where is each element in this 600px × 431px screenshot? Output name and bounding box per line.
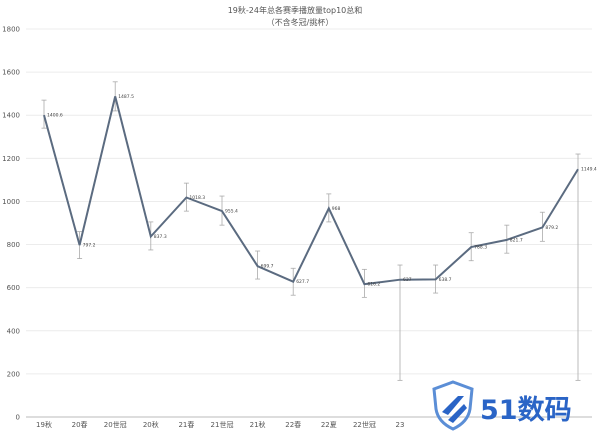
y-axis-ticks: 0 200 400 600 800 1000 1200 1400 1600 1800 — [2, 26, 20, 422]
y-tick-label: 1000 — [2, 198, 20, 206]
y-tick-label: 1800 — [2, 26, 20, 34]
data-label: 637 — [403, 277, 412, 283]
y-tick-label: 800 — [7, 241, 20, 249]
x-tick-label: 21春 — [178, 420, 194, 429]
data-label: 1487.5 — [118, 94, 134, 100]
data-label: 1400.6 — [47, 113, 63, 119]
x-tick-label: 21世冠 — [211, 420, 234, 429]
x-tick-label: 19秋 — [36, 420, 52, 429]
data-label: 699.7 — [261, 264, 274, 270]
shield-icon — [432, 380, 474, 431]
data-label: 638.7 — [439, 277, 452, 283]
x-tick-label: 20春 — [72, 420, 88, 429]
y-tick-label: 600 — [7, 284, 20, 292]
y-tick-label: 400 — [7, 327, 20, 335]
data-label: 616.2 — [367, 282, 380, 288]
gridlines — [26, 28, 592, 375]
y-tick-label: 1400 — [2, 112, 20, 120]
x-tick-label: 20秋 — [143, 420, 159, 429]
x-tick-label: 20世冠 — [104, 420, 127, 429]
data-label: 837.3 — [154, 234, 167, 240]
data-label: 955.4 — [225, 209, 238, 215]
x-axis-ticks: 19秋 20春 20世冠 20秋 21春 21世冠 21秋 22春 22夏 22世冠 23 — [36, 420, 404, 429]
y-tick-label: 200 — [7, 370, 20, 378]
data-label: 1018.3 — [189, 195, 205, 201]
x-tick-label: 23 — [396, 421, 405, 429]
x-tick-label: 22夏 — [321, 421, 337, 429]
data-label: 788.3 — [474, 245, 487, 251]
data-labels: 1400.6 797.2 1487.5 837.3 1018.3 955.4 699.7 62… — [47, 94, 597, 288]
watermark-text: 51数码 — [480, 395, 572, 426]
y-tick-label: 1600 — [2, 69, 20, 77]
data-label: 627.7 — [296, 279, 309, 285]
x-tick-label: 22世冠 — [353, 420, 376, 429]
watermark-logo: 51数码 — [432, 380, 572, 431]
x-tick-label: 21秋 — [250, 420, 266, 429]
data-label: 968 — [332, 206, 341, 212]
data-label: 821.7 — [510, 237, 523, 243]
y-tick-label: 1200 — [2, 155, 20, 163]
data-label: 797.2 — [83, 243, 96, 249]
data-label: 1149.4 — [581, 167, 597, 173]
chart-title: 19秋-24年总各赛季播放量top10总和 — [228, 5, 363, 15]
series-line — [43, 96, 579, 286]
data-label: 879.2 — [545, 225, 558, 231]
x-tick-label: 22春 — [285, 420, 301, 429]
y-tick-label: 0 — [16, 414, 20, 422]
chart-subtitle: （不含冬冠/挑杯） — [267, 17, 334, 27]
